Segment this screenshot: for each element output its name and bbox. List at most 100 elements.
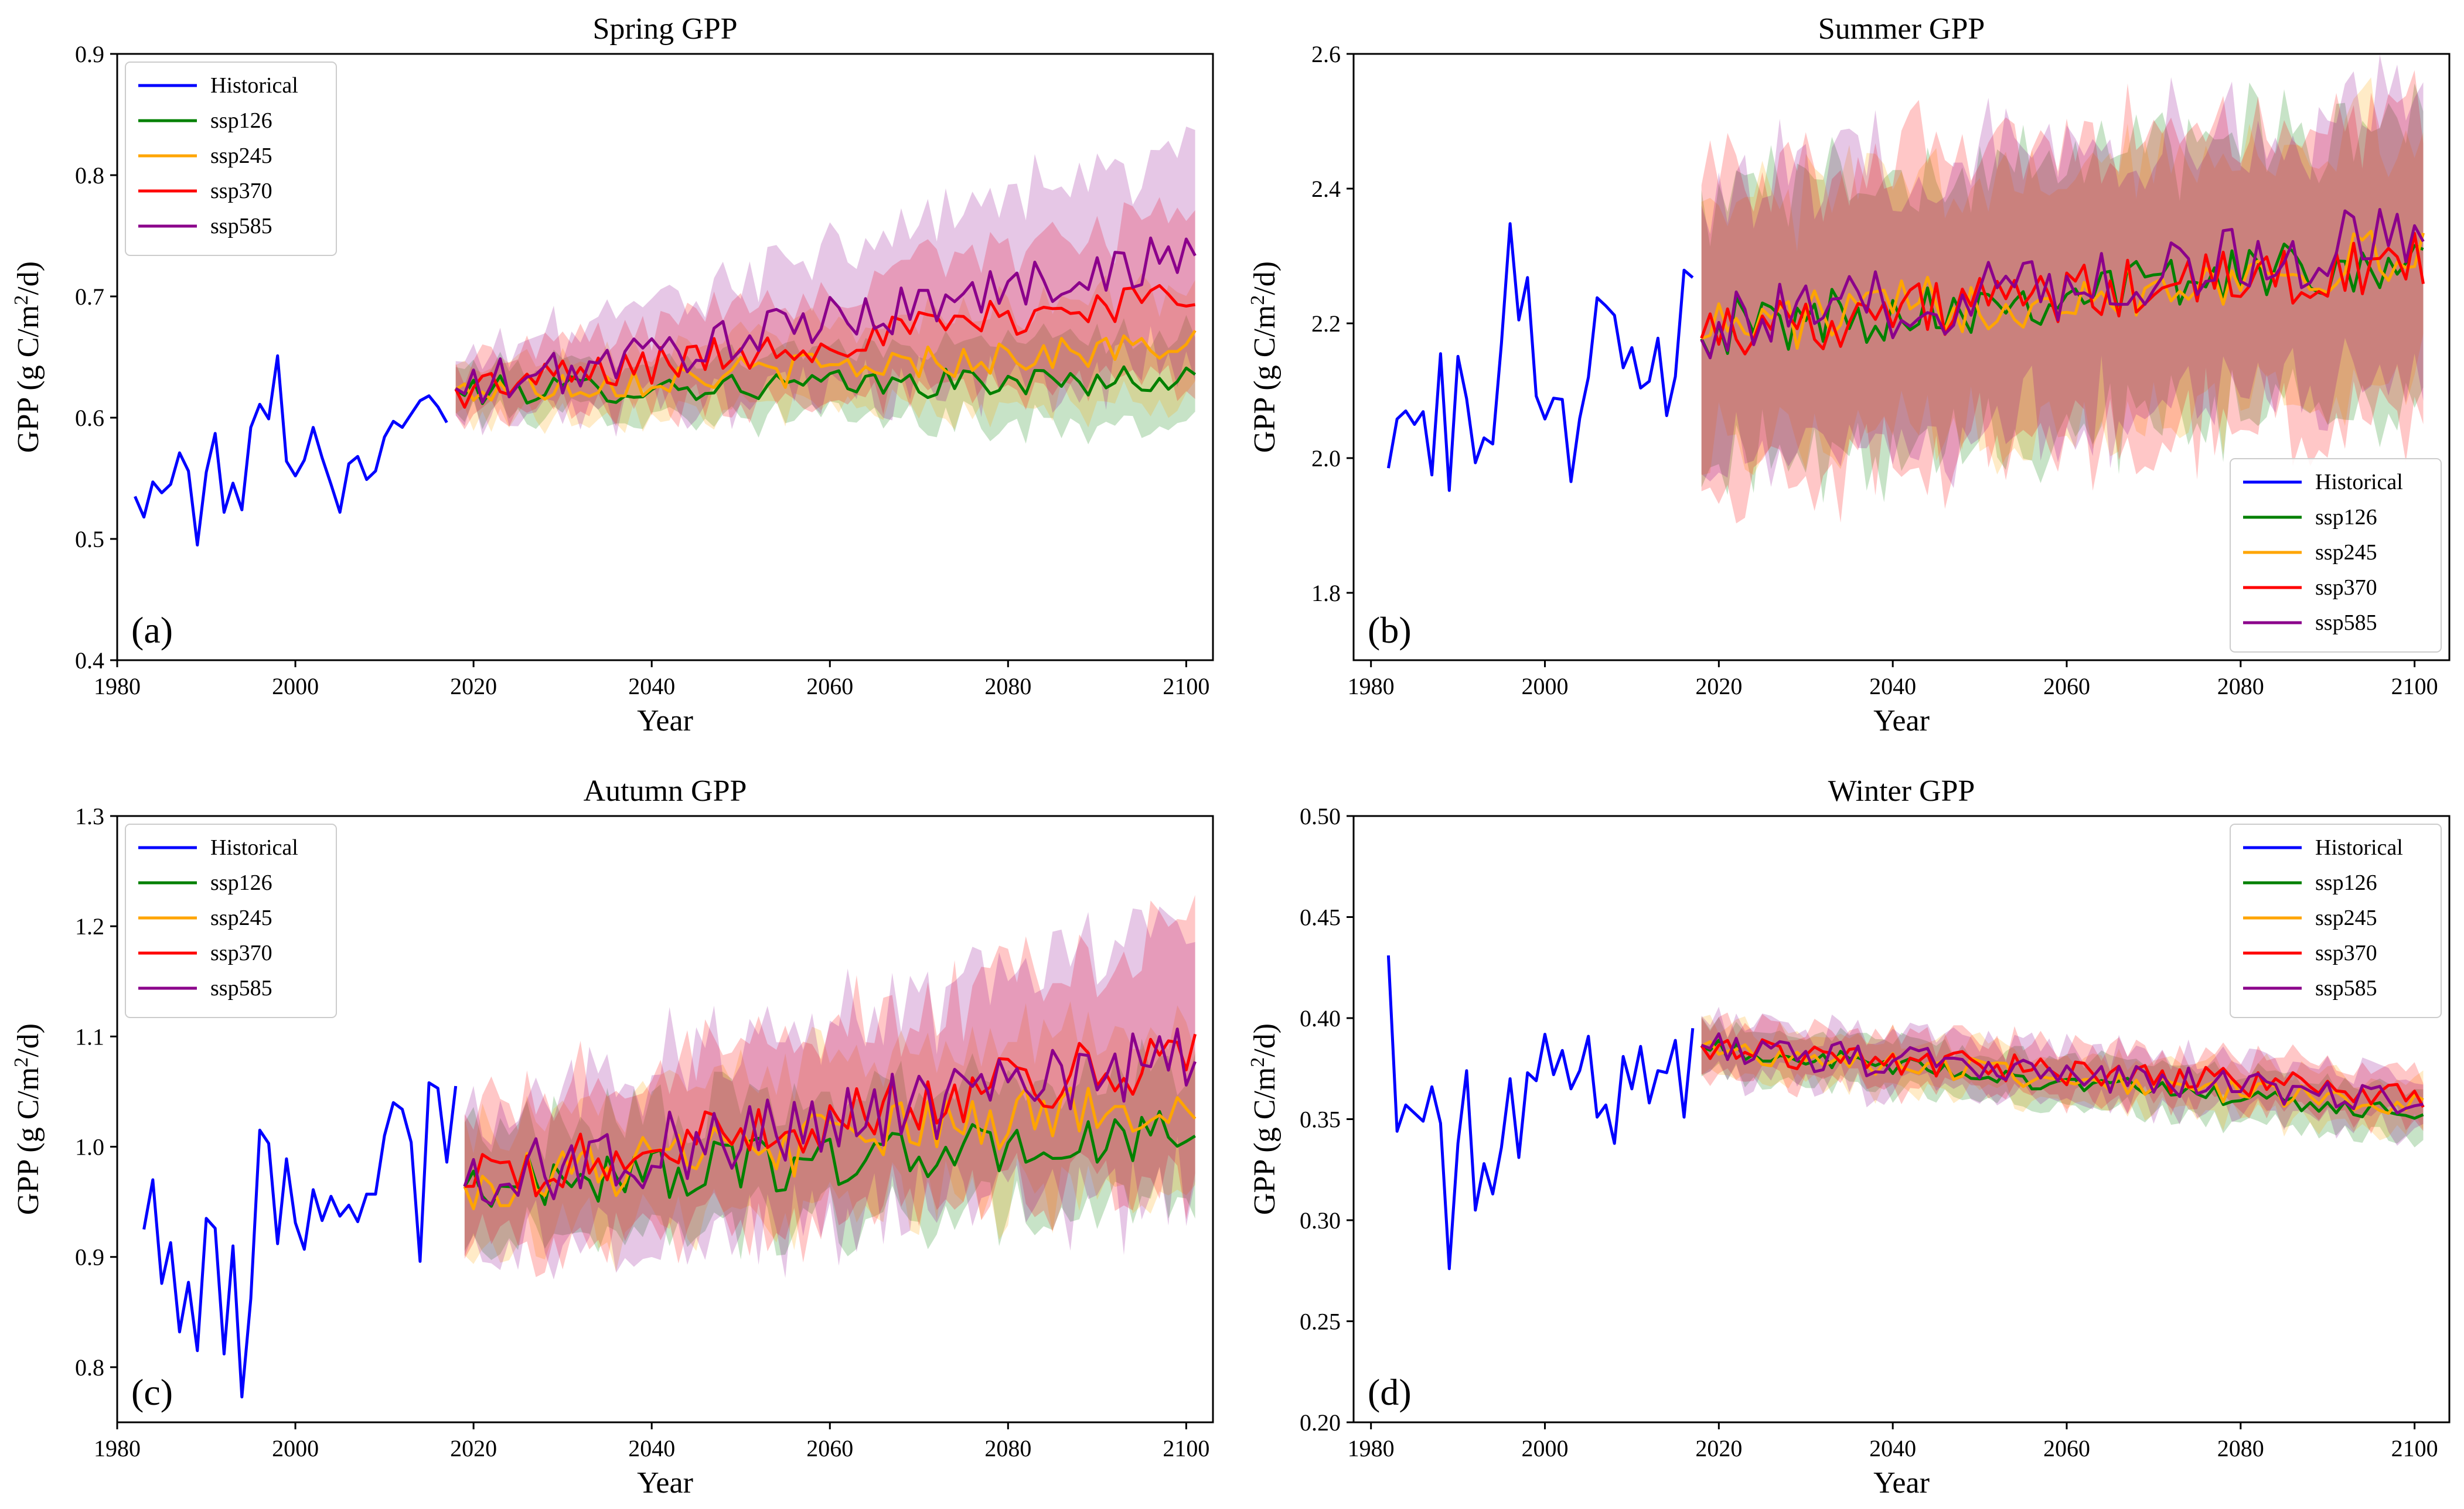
legend-label-ssp126: ssp126 bbox=[2315, 870, 2377, 895]
x-tick-label: 2100 bbox=[2391, 673, 2438, 699]
x-tick-label: 2080 bbox=[2217, 673, 2264, 699]
y-tick-label: 1.3 bbox=[75, 803, 104, 829]
legend-label-Historical: Historical bbox=[2315, 470, 2403, 494]
legend-label-ssp370: ssp370 bbox=[2315, 941, 2377, 965]
line-ssp370 bbox=[1700, 1038, 2425, 1108]
x-axis-label: Year bbox=[637, 704, 693, 738]
legend-box bbox=[2230, 824, 2442, 1018]
x-tick-label: 2080 bbox=[2217, 1435, 2264, 1462]
band-ssp245 bbox=[464, 1001, 1195, 1272]
x-tick-label: 2060 bbox=[806, 673, 853, 699]
legend-label-ssp245: ssp245 bbox=[210, 906, 272, 930]
y-tick-label: 2.2 bbox=[1311, 310, 1341, 337]
x-tick-label: 2020 bbox=[450, 673, 497, 699]
y-tick-label: 0.35 bbox=[1300, 1107, 1341, 1133]
y-tick-label: 1.0 bbox=[75, 1134, 104, 1160]
x-tick-label: 2000 bbox=[1522, 673, 1569, 699]
panel-2: Summer GPP 1980 2000 2020 2040 2060 2080 2100 1.… bbox=[1247, 12, 2451, 738]
x-tick-label: 2000 bbox=[272, 673, 319, 699]
plot-frame bbox=[116, 815, 1214, 1423]
x-tick-label: 2060 bbox=[2043, 1435, 2090, 1462]
band-ssp245 bbox=[1701, 1015, 2424, 1141]
line-ssp585 bbox=[463, 1027, 1197, 1206]
x-tick-label: 1980 bbox=[94, 1435, 141, 1462]
x-tick-label: 2100 bbox=[2391, 1435, 2438, 1462]
y-tick-label: 0.40 bbox=[1300, 1005, 1341, 1032]
chart-title: Autumn GPP bbox=[584, 774, 747, 808]
line-historical bbox=[1386, 222, 1694, 492]
x-tick-label: 2040 bbox=[628, 673, 675, 699]
line-ssp245 bbox=[463, 1086, 1197, 1210]
y-tick-label: 0.8 bbox=[75, 162, 104, 189]
x-tick-label: 2040 bbox=[628, 1435, 675, 1462]
x-tick-label: 2000 bbox=[272, 1435, 319, 1462]
plot-frame bbox=[1352, 53, 2451, 661]
legend: Historical ssp126 ssp245 ssp370 ssp585 bbox=[2230, 824, 2442, 1018]
legend-label-Historical: Historical bbox=[210, 73, 298, 98]
x-tick-label: 2060 bbox=[806, 1435, 853, 1462]
legend-label-ssp585: ssp585 bbox=[210, 976, 272, 1001]
line-ssp585 bbox=[1700, 1032, 2424, 1115]
y-tick-label: 0.9 bbox=[75, 41, 104, 67]
panel-label: (a) bbox=[131, 609, 173, 651]
legend: Historical ssp126 ssp245 ssp370 ssp585 bbox=[125, 824, 337, 1018]
x-axis-label: Year bbox=[1873, 1466, 1930, 1500]
legend-label-ssp370: ssp370 bbox=[2315, 575, 2377, 600]
legend-label-ssp245: ssp245 bbox=[210, 144, 272, 168]
y-tick-label: 0.7 bbox=[75, 284, 104, 310]
band-ssp126 bbox=[455, 315, 1195, 445]
legend-label-ssp370: ssp370 bbox=[210, 179, 272, 203]
panel-label: (d) bbox=[1368, 1371, 1412, 1413]
x-tick-label: 2060 bbox=[2043, 673, 2090, 699]
chart-title: Spring GPP bbox=[592, 12, 737, 46]
x-tick-label: 2000 bbox=[1522, 1435, 1569, 1462]
legend-box bbox=[125, 824, 337, 1018]
band-ssp585 bbox=[464, 906, 1195, 1280]
y-tick-label: 1.8 bbox=[1311, 580, 1341, 606]
y-axis-label: GPP (g C/m2/d) bbox=[1247, 1023, 1282, 1215]
y-tick-label: 0.50 bbox=[1300, 803, 1341, 829]
legend-label-ssp370: ssp370 bbox=[210, 941, 272, 965]
line-historical bbox=[1386, 955, 1695, 1271]
legend-box bbox=[2230, 458, 2442, 653]
band-ssp126 bbox=[464, 1039, 1195, 1260]
panel-label: (b) bbox=[1368, 609, 1412, 651]
x-tick-label: 1980 bbox=[1348, 673, 1395, 699]
y-tick-label: 0.20 bbox=[1300, 1409, 1341, 1436]
y-axis-label: GPP (g C/m2/d) bbox=[1247, 261, 1282, 453]
y-tick-label: 2.0 bbox=[1311, 445, 1341, 472]
x-tick-label: 2020 bbox=[1695, 673, 1742, 699]
y-tick-label: 0.6 bbox=[75, 405, 104, 431]
x-tick-label: 2080 bbox=[984, 1435, 1031, 1462]
line-ssp585 bbox=[1700, 208, 2425, 360]
x-tick-label: 2040 bbox=[1869, 1435, 1916, 1462]
legend-label-ssp126: ssp126 bbox=[210, 870, 272, 895]
x-tick-label: 1980 bbox=[94, 673, 141, 699]
y-tick-label: 0.45 bbox=[1300, 904, 1341, 931]
legend-label-ssp245: ssp245 bbox=[2315, 906, 2377, 930]
legend-label-ssp126: ssp126 bbox=[210, 108, 272, 133]
band-ssp370 bbox=[464, 895, 1195, 1278]
y-tick-label: 1.1 bbox=[75, 1023, 104, 1050]
y-tick-label: 2.4 bbox=[1311, 176, 1341, 202]
panel-1: Spring GPP 1980 2000 2020 2040 2060 2080 2100 0.… bbox=[11, 12, 1214, 738]
legend-box bbox=[125, 62, 337, 256]
legend-label-Historical: Historical bbox=[2315, 835, 2403, 860]
y-tick-label: 0.30 bbox=[1300, 1207, 1341, 1234]
line-ssp370 bbox=[454, 284, 1196, 409]
legend-label-ssp585: ssp585 bbox=[2315, 610, 2377, 635]
x-tick-label: 2100 bbox=[1163, 673, 1209, 699]
y-tick-label: 0.5 bbox=[75, 526, 104, 552]
y-axis-label: GPP (g C/m2/d) bbox=[11, 1023, 45, 1215]
y-tick-label: 1.2 bbox=[75, 913, 104, 940]
y-tick-label: 0.25 bbox=[1300, 1309, 1341, 1335]
legend-label-Historical: Historical bbox=[210, 835, 298, 860]
legend: Historical ssp126 ssp245 ssp370 ssp585 bbox=[125, 62, 337, 256]
line-ssp126 bbox=[463, 1109, 1196, 1208]
chart-title: Winter GPP bbox=[1828, 774, 1975, 808]
panel-4: Winter GPP 1980 2000 2020 2040 2060 2080 2100 0.… bbox=[1247, 774, 2451, 1500]
x-tick-label: 2040 bbox=[1869, 673, 1916, 699]
x-tick-label: 2100 bbox=[1163, 1435, 1209, 1462]
y-tick-label: 0.9 bbox=[75, 1244, 104, 1271]
